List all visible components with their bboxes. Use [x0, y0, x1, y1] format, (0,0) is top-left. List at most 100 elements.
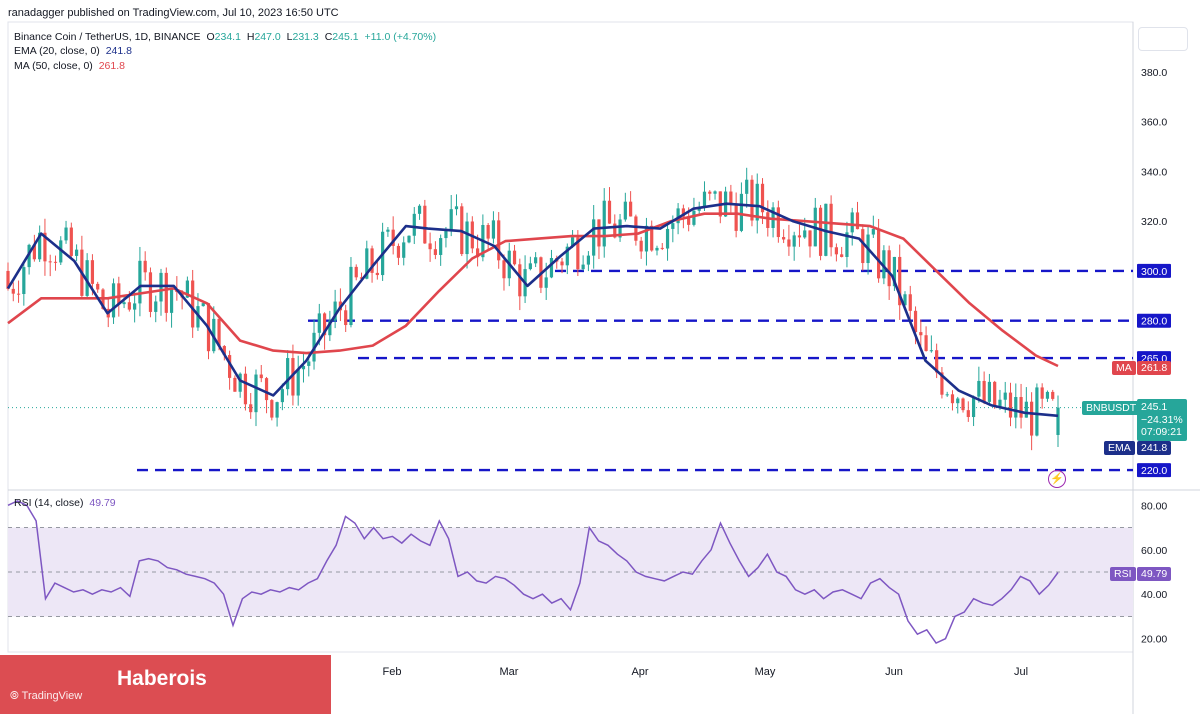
candle-body — [317, 313, 321, 333]
candle-body — [998, 399, 1002, 407]
candle-body — [629, 201, 633, 217]
last-price: 245.1 — [1141, 401, 1168, 413]
rsi-tick-label: 40.00 — [1141, 589, 1167, 601]
candle-body — [122, 302, 126, 305]
candle-body — [243, 373, 248, 405]
candle-body — [375, 272, 379, 276]
price-tick-label: 340.0 — [1141, 166, 1167, 178]
candle-body — [491, 220, 496, 239]
candle-body — [512, 250, 517, 265]
candle-body — [85, 260, 89, 296]
bar-countdown: 07:09:21 — [1141, 426, 1182, 438]
candle-body — [502, 260, 506, 279]
candle-body — [1045, 391, 1050, 399]
price-tick-label: 320.0 — [1141, 216, 1167, 228]
candle-body — [581, 264, 585, 270]
candle-body — [402, 242, 406, 258]
candle-body — [1003, 392, 1007, 400]
candle-body — [776, 207, 780, 238]
candle-body — [760, 183, 765, 213]
candle-body — [275, 402, 279, 418]
candle-body — [792, 235, 796, 247]
watermark-banner: Haberois — [0, 655, 331, 714]
ema-legend[interactable]: EMA (20, close, 0) 241.8 — [14, 45, 135, 57]
price-tick-label: 220.0 — [1141, 465, 1167, 477]
candle-body — [74, 249, 79, 256]
ohlc-close: 245.1 — [332, 31, 359, 43]
candle-body — [977, 380, 981, 397]
candle-body — [1008, 392, 1013, 418]
candle-body — [687, 216, 691, 225]
ohlc-open: 234.1 — [214, 31, 241, 43]
candle-body — [971, 396, 976, 418]
candle-body — [32, 244, 36, 260]
scale-settings-button[interactable] — [1138, 27, 1188, 51]
candle-body — [22, 267, 26, 295]
candle-body — [1040, 387, 1044, 399]
published-note: ranadagger published on TradingView.com,… — [8, 7, 339, 19]
candle-body — [950, 394, 955, 404]
ma-legend-value: 261.8 — [98, 60, 125, 72]
candle-body — [475, 248, 480, 258]
candle-body — [301, 365, 306, 370]
rsi-legend[interactable]: RSI (14, close) 49.79 — [14, 497, 119, 509]
tradingview-logo: ⦾ TradingView — [10, 690, 82, 703]
candle-body — [333, 301, 337, 321]
candle-body — [961, 398, 965, 411]
candle-body — [750, 179, 754, 221]
candle-body — [454, 206, 459, 210]
candle-body — [565, 246, 569, 266]
candle-body — [676, 208, 680, 224]
rsi-legend-value: 49.79 — [89, 497, 116, 509]
candle-body — [228, 355, 232, 378]
candle-body — [307, 361, 311, 366]
candle-body — [660, 247, 664, 249]
candle-body — [745, 179, 749, 194]
candle-body — [1030, 401, 1034, 436]
ohlc-high: 247.0 — [254, 31, 281, 43]
candle-body — [201, 303, 205, 307]
candle-body — [787, 239, 791, 247]
candle-body — [919, 332, 923, 336]
candle-body — [249, 404, 253, 413]
candle-body — [987, 381, 992, 402]
candle-body — [803, 230, 807, 238]
price-tick-label: 280.0 — [1141, 316, 1167, 328]
candle-body — [618, 219, 622, 238]
candle-body — [296, 369, 300, 396]
candle-body — [449, 209, 453, 231]
rsi-tick-label: 80.00 — [1141, 500, 1167, 512]
candle-body — [164, 272, 168, 313]
candle-body — [117, 283, 121, 305]
candle-body — [924, 335, 928, 351]
candle-body — [576, 237, 580, 270]
candle-body — [291, 358, 295, 396]
candle-body — [407, 235, 411, 243]
candle-body — [903, 294, 907, 306]
candle-body — [560, 261, 564, 266]
candle-body — [286, 358, 290, 390]
level-tick-bg — [1137, 463, 1171, 478]
candle-body — [1014, 396, 1018, 418]
candle-body — [993, 381, 997, 407]
candle-body — [892, 256, 897, 287]
candle-body — [908, 294, 912, 311]
candle-body — [929, 350, 933, 352]
ma-legend[interactable]: MA (50, close, 0) 261.8 — [14, 60, 128, 72]
candle-body — [1019, 396, 1023, 418]
rsi-tag-label: RSI — [1110, 567, 1136, 581]
candle-body — [671, 223, 675, 229]
candle-body — [528, 263, 532, 270]
candle-body — [861, 229, 865, 264]
candle-body — [280, 389, 284, 403]
candle-body — [233, 377, 237, 392]
candle-body — [169, 289, 174, 313]
candle-body — [639, 240, 643, 252]
lightning-icon[interactable]: ⚡ — [1048, 470, 1066, 488]
candle-body — [433, 249, 437, 255]
candle-body — [185, 280, 189, 298]
candle-body — [386, 229, 390, 232]
candle-body — [592, 219, 596, 256]
candle-body — [396, 245, 401, 258]
